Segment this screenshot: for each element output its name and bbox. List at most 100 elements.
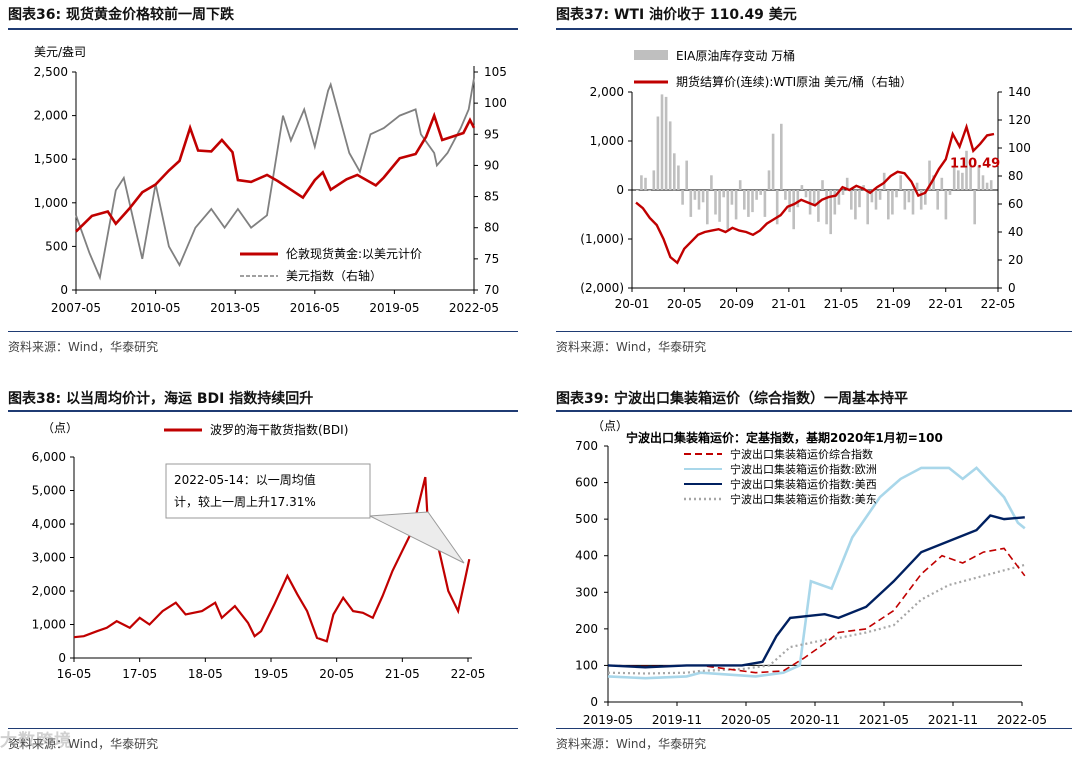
bar-inventory-change xyxy=(743,190,746,210)
series-line-2 xyxy=(607,514,1025,669)
legend-swatch xyxy=(634,50,668,60)
x-tick-label: 2020-11 xyxy=(790,713,840,727)
bar-inventory-change xyxy=(961,172,964,190)
y-tick-label: 2,000 xyxy=(34,109,68,123)
bar-inventory-change xyxy=(730,190,734,205)
y-tick-label: 400 xyxy=(575,549,598,563)
bar-inventory-change xyxy=(784,190,787,200)
y-right-tick-label: 120 xyxy=(1008,113,1031,127)
bar-inventory-change xyxy=(693,190,697,200)
bar-inventory-change xyxy=(771,133,775,190)
y-tick-label: (1,000) xyxy=(580,232,624,246)
series-line-gold xyxy=(75,111,476,233)
bar-inventory-change xyxy=(648,190,651,191)
bar-inventory-change xyxy=(866,190,869,225)
bar-inventory-change xyxy=(850,190,853,210)
left-axis-unit: （点） xyxy=(42,421,78,435)
y-right-tick-label: 105 xyxy=(484,65,507,79)
series-line-3 xyxy=(607,563,1026,675)
bar-inventory-change xyxy=(919,190,923,210)
y-tick-label: 600 xyxy=(575,476,598,490)
panel-title: 图表37: WTI 油价收于 110.49 美元 xyxy=(556,7,797,23)
bar-inventory-change xyxy=(874,190,878,210)
bar-inventory-change xyxy=(952,165,956,190)
x-tick-label: 2021-05 xyxy=(859,713,909,727)
bar-inventory-change xyxy=(706,190,709,225)
y-tick-label: 4,000 xyxy=(32,517,66,531)
panel-bdi: 图表38: 以当周均价计，海运 BDI 指数持续回升 （点） 0 1,000 2,00… xyxy=(8,388,518,758)
bar-inventory-change xyxy=(837,190,841,205)
y-tick-label: 0 xyxy=(616,183,624,197)
bar-inventory-change xyxy=(755,190,758,200)
x-tick-label: 2021-11 xyxy=(928,713,978,727)
series-line-dollar-index xyxy=(75,78,475,281)
y-tick-label: 0 xyxy=(58,651,66,665)
bar-inventory-change xyxy=(973,190,976,225)
bar-inventory-change xyxy=(829,190,832,235)
bar-inventory-change xyxy=(845,177,849,191)
panel-ningbo: 图表39: 宁波出口集装箱运价（综合指数）一周基本持平 （点） 宁波出口集装箱运价… xyxy=(556,388,1072,758)
annotation-text: 计，较上一周上升17.31% xyxy=(174,494,316,509)
y-right-tick-label: 100 xyxy=(484,96,507,110)
y-right-tick-label: 70 xyxy=(484,283,499,297)
bar-inventory-change xyxy=(738,180,742,190)
bar-inventory-change xyxy=(887,190,890,220)
bar-inventory-change xyxy=(833,190,837,215)
legend-label: 宁波出口集装箱运价指数:美西 xyxy=(730,477,877,491)
y-right-tick-label: 0 xyxy=(1008,281,1016,295)
y-tick-label: 1,500 xyxy=(34,152,68,166)
y-right-tick-label: 20 xyxy=(1008,253,1023,267)
annotation-text: 2022-05-14：以一周均值 xyxy=(174,472,316,487)
bar-inventory-change xyxy=(652,170,656,190)
bar-inventory-change xyxy=(841,190,845,195)
x-tick-label: 21-09 xyxy=(876,297,911,311)
watermark: 大数跨境 xyxy=(0,731,72,751)
bar-inventory-change xyxy=(965,150,968,190)
legend-label: 宁波出口集装箱运价指数:欧洲 xyxy=(730,462,877,476)
annotation-box xyxy=(165,463,371,519)
y-right-tick-label: 140 xyxy=(1008,85,1031,99)
bar-inventory-change xyxy=(714,190,717,215)
bar-inventory-change xyxy=(673,153,676,191)
y-tick-label: 2,500 xyxy=(34,65,68,79)
panel-title: 图表36: 现货黄金价格较前一周下跌 xyxy=(8,7,234,23)
x-tick-label: 2022-05 xyxy=(449,301,499,315)
bar-inventory-change xyxy=(800,185,804,190)
y-right-tick-label: 95 xyxy=(484,127,499,141)
bar-inventory-change xyxy=(858,190,861,208)
x-tick-label: 21-05 xyxy=(385,667,420,681)
x-tick-label: 21-05 xyxy=(824,297,859,311)
y-tick-label: 1,000 xyxy=(34,196,68,210)
y-right-tick-label: 85 xyxy=(484,190,499,204)
y-right-tick-label: 80 xyxy=(484,221,499,235)
x-tick-label: 2010-05 xyxy=(131,301,181,315)
bar-inventory-change xyxy=(825,190,828,225)
bar-inventory-change xyxy=(701,190,705,203)
panel-wti: 图表37: WTI 油价收于 110.49 美元 (2,000) (1,000) 0… xyxy=(556,4,1072,364)
bar-inventory-change xyxy=(821,180,824,190)
x-tick-label: 16-05 xyxy=(57,667,92,681)
y-tick-label: 2,000 xyxy=(32,584,66,598)
x-tick-label: 17-05 xyxy=(122,667,157,681)
series-line-0 xyxy=(607,547,1026,674)
bar-inventory-change xyxy=(944,190,948,220)
x-tick-label: 20-05 xyxy=(319,667,354,681)
x-tick-label: 22-05 xyxy=(451,667,486,681)
legend-label: 宁波出口集装箱运价指数:美东 xyxy=(730,492,877,506)
y-tick-label: 2,000 xyxy=(590,85,624,99)
bar-inventory-change xyxy=(936,190,939,210)
bar-inventory-change xyxy=(870,190,874,203)
x-tick-label: 21-01 xyxy=(771,297,806,311)
last-value-label: 110.49 xyxy=(950,156,1000,171)
y-tick-label: 1,000 xyxy=(32,618,66,632)
x-tick-label: 2016-05 xyxy=(290,301,340,315)
bar-inventory-change xyxy=(957,170,960,190)
bar-inventory-change xyxy=(981,175,985,190)
bar-inventory-change xyxy=(747,190,750,217)
bar-inventory-change xyxy=(932,175,935,190)
bar-inventory-change xyxy=(915,182,919,190)
y-right-tick-label: 80 xyxy=(1008,169,1023,183)
bar-inventory-change xyxy=(969,165,972,190)
bar-inventory-change xyxy=(989,180,993,190)
y-tick-label: 200 xyxy=(575,622,598,636)
